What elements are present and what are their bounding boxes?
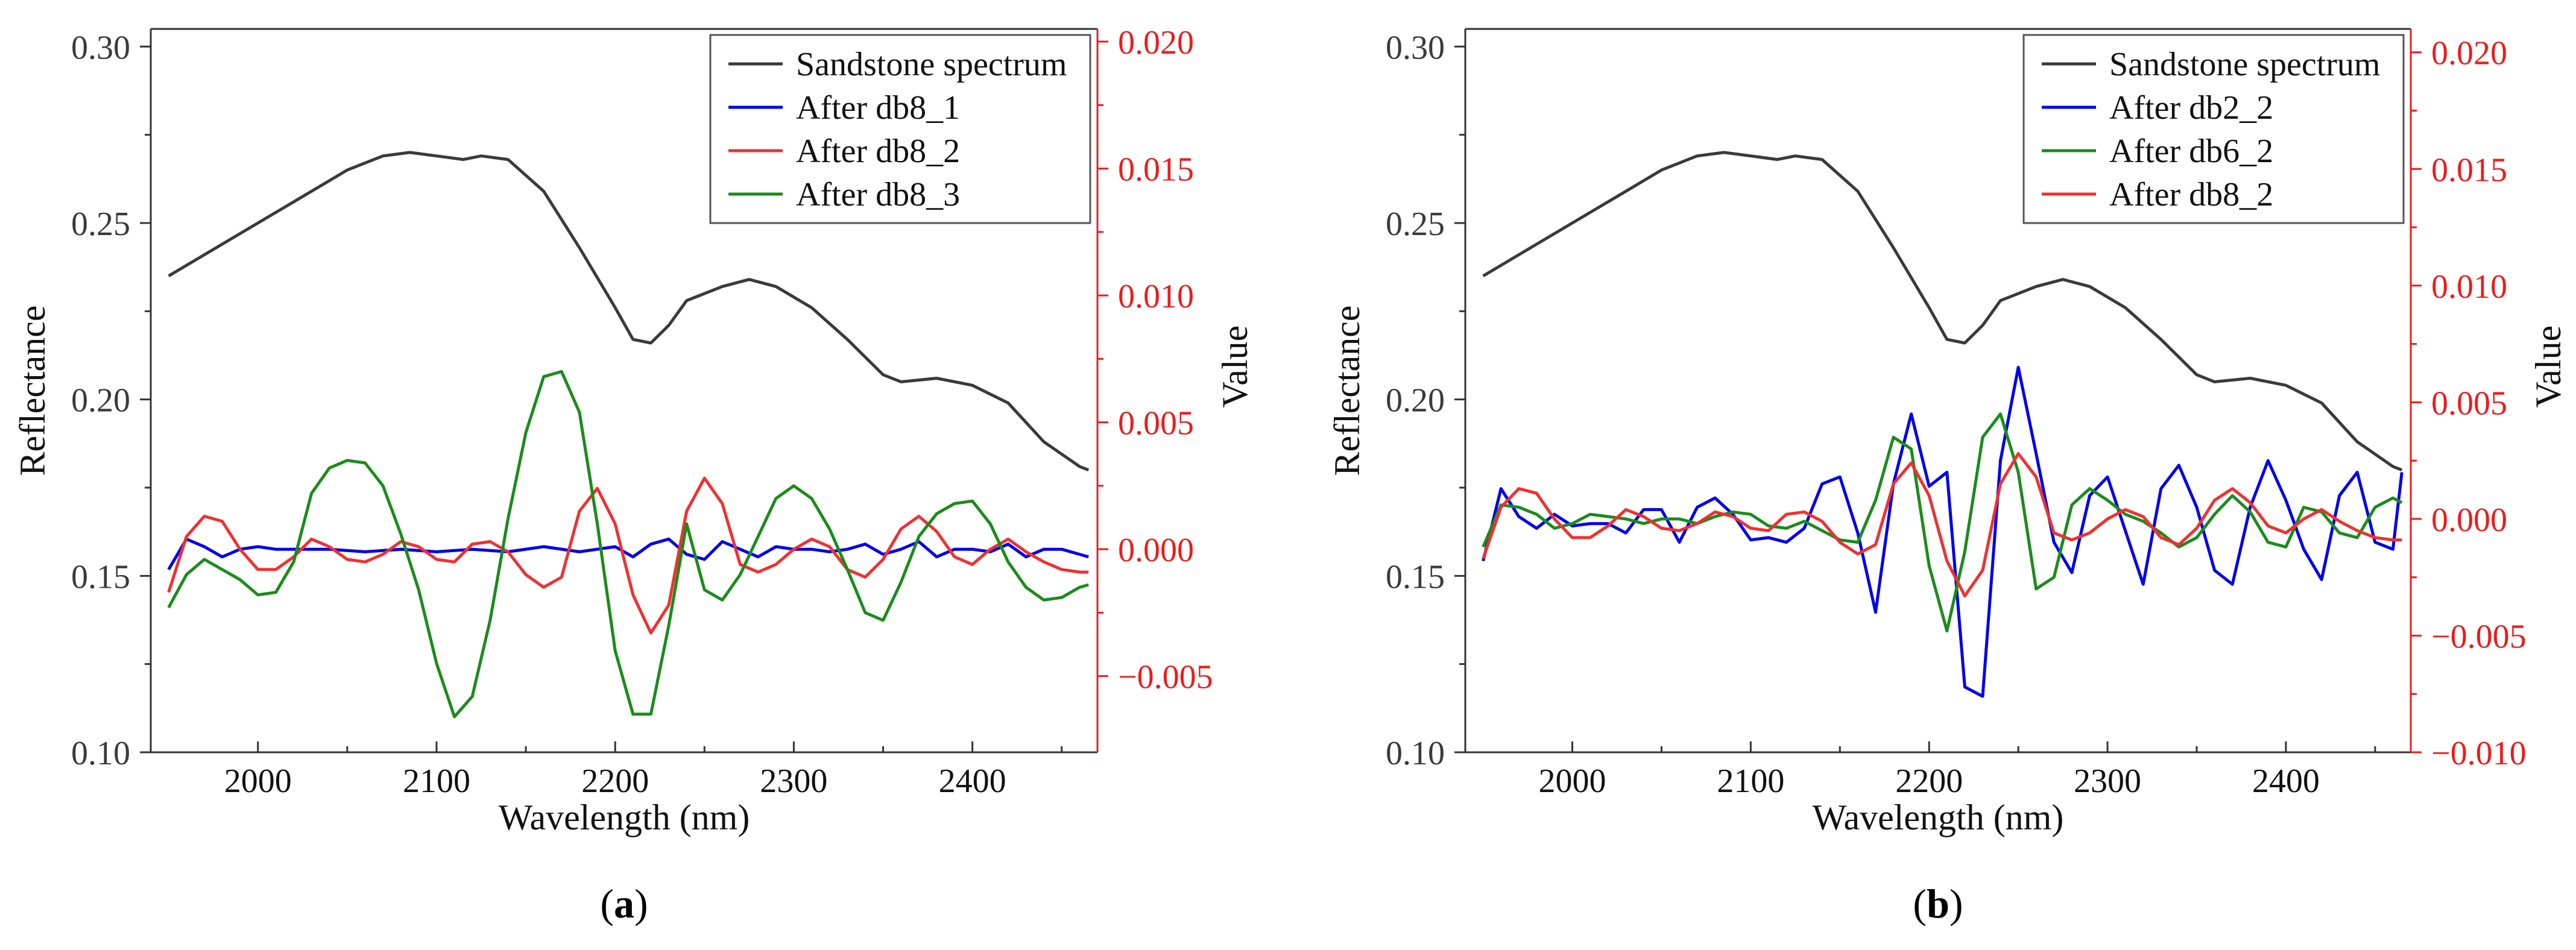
y2-tick-label: 0.010 <box>2431 268 2507 306</box>
y2-tick-label: 0.015 <box>2431 151 2507 189</box>
y2-axis-title: Value <box>1215 326 1255 408</box>
y-tick-label: 0.25 <box>71 206 130 243</box>
y-axis-title: Reflectance <box>13 305 52 476</box>
y2-tick-label: 0.005 <box>2431 385 2507 422</box>
y-tick-label: 0.30 <box>71 29 130 66</box>
x-tick-label: 2300 <box>760 763 827 800</box>
legend-label: After db2_2 <box>2109 89 2273 127</box>
panel-label-close: ) <box>634 881 648 926</box>
legend-label: Sandstone spectrum <box>2109 46 2380 83</box>
y2-tick-label: 0.005 <box>1118 405 1194 442</box>
panel-label-close: ) <box>1949 881 1963 926</box>
legend-label: After db6_2 <box>2109 133 2273 170</box>
x-tick-label: 2200 <box>1895 763 1963 800</box>
legend-label: Sandstone spectrum <box>796 46 1067 83</box>
legend-label: After db8_3 <box>796 176 960 213</box>
y2-tick-label: 0.020 <box>2431 35 2507 72</box>
series-line-after-db8-3 <box>167 370 1089 719</box>
series-line-after-db2-2 <box>1482 365 2404 698</box>
y-tick-label: 0.10 <box>71 735 130 772</box>
series-line-sandstone-spectrum <box>1482 151 2403 472</box>
x-tick-label: 2400 <box>939 763 1006 800</box>
panel-label: (a) <box>600 881 648 926</box>
y2-tick-label: 0.010 <box>1118 278 1194 315</box>
legend-box <box>2022 34 2405 224</box>
y2-tick-label: −0.005 <box>1118 659 1213 696</box>
panel-b: 2000 2100 2200 2300 2400 0.10 0.15 0.20 0.25 0.30… <box>1327 28 2568 926</box>
y-tick-label: 0.15 <box>71 558 130 596</box>
legend-label: After db8_2 <box>2109 176 2273 213</box>
legend-box <box>709 34 1091 224</box>
panel-label-letter: b <box>1927 881 1949 926</box>
y2-tick-label: 0.015 <box>1118 151 1194 189</box>
y2-tick-label: 0.000 <box>1118 532 1194 569</box>
panel-a: 2000 2100 2200 2300 2400 0.10 0.15 0.20 0.25 0.30… <box>13 24 1255 926</box>
series-line-sandstone-spectrum <box>168 151 1090 472</box>
y2-tick-label: 0.020 <box>1118 24 1194 61</box>
y-tick-label: 0.15 <box>1386 558 1445 596</box>
x-tick-label: 2300 <box>2074 763 2141 800</box>
x-tick-label: 2100 <box>1717 763 1784 800</box>
y2-tick-label: −0.010 <box>2431 735 2527 772</box>
y-axis-title: Reflectance <box>1327 305 1367 476</box>
y2-tick-label: 0.000 <box>2431 502 2507 539</box>
x-axis-title: Wavelength (nm) <box>1813 797 2064 837</box>
x-axis-title: Wavelength (nm) <box>499 797 750 837</box>
x-tick-label: 2200 <box>581 763 649 800</box>
panel-label-letter: a <box>614 881 634 926</box>
legend-label: After db8_2 <box>796 133 960 170</box>
panel-label: (b) <box>1913 881 1963 926</box>
x-tick-label: 2400 <box>2252 763 2320 800</box>
y-tick-label: 0.20 <box>1386 382 1445 420</box>
y-tick-label: 0.20 <box>71 382 130 420</box>
series-line-after-db8-2 <box>1482 452 2402 598</box>
panel-label-open: ( <box>600 881 614 926</box>
y-tick-label: 0.10 <box>1386 735 1445 772</box>
y2-tick-label: −0.005 <box>2431 618 2527 655</box>
series-line-after-db6-2 <box>1482 412 2403 633</box>
x-tick-label: 2000 <box>1539 763 1606 800</box>
y-tick-label: 0.30 <box>1386 29 1445 66</box>
legend-label: After db8_1 <box>796 89 960 127</box>
x-tick-label: 2000 <box>224 763 292 800</box>
y-tick-label: 0.25 <box>1386 206 1445 243</box>
panel-label-open: ( <box>1913 881 1927 926</box>
series-line-after-db8-2 <box>167 476 1089 635</box>
y2-axis-title: Value <box>2528 326 2568 408</box>
x-tick-label: 2100 <box>403 763 470 800</box>
